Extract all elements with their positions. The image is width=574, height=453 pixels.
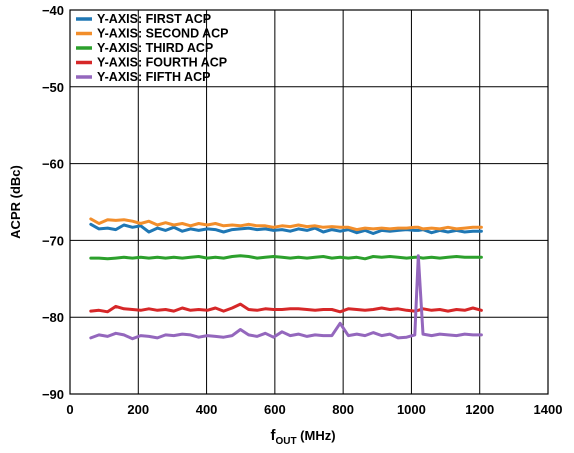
series-line-3 <box>89 254 483 261</box>
series-line-2 <box>89 217 483 232</box>
tick-labels: 0 200 400 600 800 1000 1200 1400 −40 −50 −60 −70 −80… <box>42 3 563 417</box>
y-tick-label: −50 <box>42 80 64 95</box>
x-tick-label: 1200 <box>465 402 494 417</box>
legend-label: Y-AXIS: FIRST ACP <box>97 12 211 26</box>
x-axis-title: fOUT (MHz) <box>270 427 335 447</box>
series-line-1 <box>89 222 483 235</box>
x-tick-label: 200 <box>127 402 149 417</box>
x-tick-label: 1000 <box>397 402 426 417</box>
x-axis-title-main: f <box>270 427 276 444</box>
x-axis-title-sub: OUT <box>275 436 296 447</box>
legend-label: Y-AXIS: SECOND ACP <box>97 27 229 41</box>
y-tick-label: −70 <box>42 233 64 248</box>
y-tick-label: −40 <box>42 3 64 18</box>
legend-label: Y-AXIS: THIRD ACP <box>97 41 213 55</box>
x-tick-label: 400 <box>196 402 218 417</box>
plot-frame <box>69 9 549 395</box>
x-axis-title-rest: (MHz) <box>297 428 336 443</box>
y-axis-title: ACPR (dBc) <box>8 165 23 239</box>
y-tick-label: −60 <box>42 157 64 172</box>
plot-lines <box>89 217 483 341</box>
x-tick-label: 600 <box>264 402 286 417</box>
legend-label: Y-AXIS: FOURTH ACP <box>97 56 227 70</box>
x-tick-label: 0 <box>66 402 73 417</box>
y-tick-label: −90 <box>42 387 64 402</box>
y-tick-label: −80 <box>42 310 64 325</box>
series-line-5 <box>89 254 483 341</box>
x-tick-label: 800 <box>332 402 354 417</box>
legend-label: Y-AXIS: FIFTH ACP <box>97 70 210 84</box>
x-tick-label: 1400 <box>534 402 563 417</box>
series-line-4 <box>89 302 483 314</box>
